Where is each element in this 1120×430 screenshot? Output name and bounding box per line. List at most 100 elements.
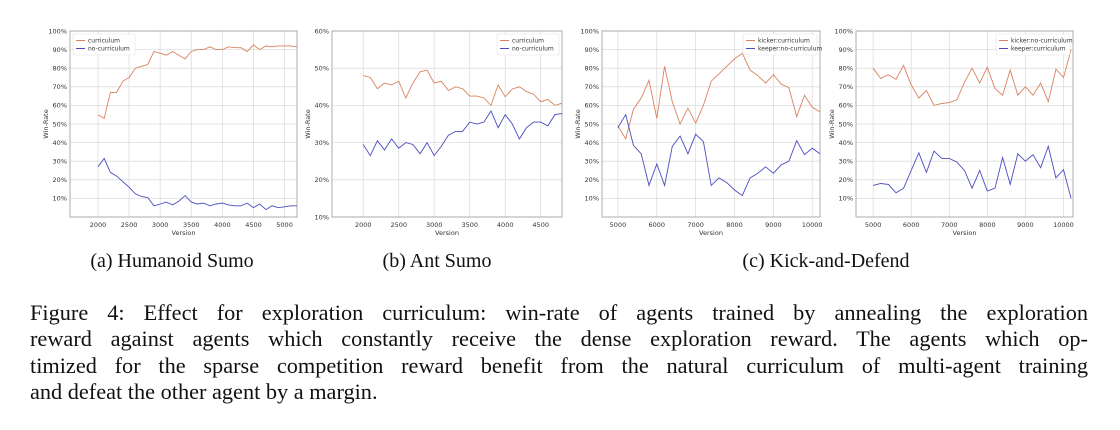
y-tick-label: 80% bbox=[839, 65, 853, 73]
x-tick-label: 2500 bbox=[121, 221, 138, 229]
legend-label: no-curriculum bbox=[512, 46, 554, 53]
series-line-kicker:curriculum bbox=[617, 52, 821, 141]
subcaption-b: (b) Ant Sumo bbox=[382, 250, 492, 272]
y-axis-label: Win-Rate bbox=[828, 109, 836, 138]
x-tick-label: 4000 bbox=[497, 221, 514, 229]
chart-2: 5000 6000 7000 8000 9000 10000 10% 20% 30% 40% 50%… bbox=[574, 27, 823, 237]
y-tick-label: 60% bbox=[315, 27, 329, 35]
subcaption-c: (c) Kick-and-Defend bbox=[742, 250, 910, 272]
y-tick-label: 100% bbox=[834, 27, 853, 35]
x-tick-label: 9000 bbox=[765, 221, 782, 229]
x-axis-label: Version bbox=[953, 229, 977, 237]
y-tick-label: 40% bbox=[585, 139, 599, 147]
y-tick-label: 40% bbox=[53, 139, 67, 147]
x-axis-label: Version bbox=[435, 229, 459, 237]
y-tick-label: 10% bbox=[585, 195, 599, 203]
x-tick-label: 4500 bbox=[532, 221, 549, 229]
figure-caption: Figure 4: Effect for exploration curricu… bbox=[30, 300, 1088, 405]
y-tick-label: 70% bbox=[839, 83, 853, 91]
series-line-keeper:no-curriculum bbox=[617, 113, 821, 197]
y-tick-label: 70% bbox=[53, 83, 67, 91]
x-tick-label: 4000 bbox=[214, 221, 231, 229]
caption-line: reward against agents which constantly r… bbox=[30, 326, 1088, 352]
y-tick-label: 10% bbox=[315, 213, 329, 221]
y-tick-label: 80% bbox=[585, 65, 599, 73]
legend-label: kicker:no-curriculum bbox=[1011, 38, 1073, 45]
series-line-curriculum bbox=[363, 69, 563, 107]
legend-label: curriculum bbox=[88, 38, 120, 45]
plot-frame bbox=[855, 30, 1074, 218]
y-tick-label: 30% bbox=[585, 158, 599, 166]
y-tick-label: 40% bbox=[315, 102, 329, 110]
subcaption-a: (a) Humanoid Sumo bbox=[90, 250, 254, 272]
y-tick-label: 50% bbox=[585, 120, 599, 128]
y-tick-label: 60% bbox=[53, 102, 67, 110]
y-tick-label: 10% bbox=[53, 195, 67, 203]
x-tick-label: 3000 bbox=[426, 221, 443, 229]
caption-line: Figure 4: Effect for exploration curricu… bbox=[30, 300, 1088, 325]
plot-frame bbox=[69, 30, 298, 218]
x-tick-label: 8000 bbox=[726, 221, 743, 229]
legend-label: curriculum bbox=[512, 38, 544, 45]
x-tick-label: 5000 bbox=[610, 221, 627, 229]
y-tick-label: 50% bbox=[839, 120, 853, 128]
y-tick-label: 90% bbox=[53, 46, 67, 54]
y-tick-label: 100% bbox=[48, 27, 67, 35]
x-tick-label: 8000 bbox=[979, 221, 996, 229]
y-tick-label: 80% bbox=[53, 65, 67, 73]
x-tick-label: 5000 bbox=[865, 221, 882, 229]
series-line-no-curriculum bbox=[97, 157, 297, 211]
x-tick-label: 7000 bbox=[687, 221, 704, 229]
legend-label: kicker:curriculum bbox=[758, 38, 810, 45]
y-tick-label: 30% bbox=[839, 158, 853, 166]
series-line-curriculum bbox=[97, 44, 298, 120]
y-axis-label: Win-Rate bbox=[42, 109, 50, 138]
x-tick-label: 2500 bbox=[390, 221, 407, 229]
x-tick-label: 2000 bbox=[90, 221, 107, 229]
x-tick-label: 3500 bbox=[461, 221, 478, 229]
y-tick-label: 50% bbox=[53, 120, 67, 128]
figure-charts: 2000 2500 3000 3500 4000 4500 5000 10% 20% 30% 40%… bbox=[42, 27, 1074, 237]
y-tick-label: 90% bbox=[839, 46, 853, 54]
y-tick-label: 60% bbox=[585, 102, 599, 110]
legend-box bbox=[995, 33, 1071, 56]
chart-3: 5000 6000 7000 8000 9000 10000 10% 20% 30% 40% 50%… bbox=[828, 27, 1074, 237]
series-line-no-curriculum bbox=[362, 110, 563, 157]
x-tick-label: 4500 bbox=[245, 221, 262, 229]
x-tick-label: 2000 bbox=[355, 221, 372, 229]
y-tick-label: 40% bbox=[839, 139, 853, 147]
caption-line: timized for the sparse competition rewar… bbox=[30, 352, 1088, 378]
series-line-kicker:no-curriculum bbox=[872, 49, 1072, 106]
legend-box bbox=[742, 33, 818, 56]
legend-label: keeper:no-curriculum bbox=[758, 46, 822, 53]
legend-box bbox=[72, 33, 136, 56]
y-tick-label: 20% bbox=[315, 176, 329, 184]
legend-label: no-curriculum bbox=[88, 46, 130, 53]
chart-0: 2000 2500 3000 3500 4000 4500 5000 10% 20% 30% 40%… bbox=[42, 27, 298, 237]
plot-frame bbox=[601, 30, 821, 218]
x-tick-label: 5000 bbox=[276, 221, 293, 229]
x-tick-label: 7000 bbox=[941, 221, 958, 229]
y-tick-label: 10% bbox=[839, 195, 853, 203]
x-tick-label: 9000 bbox=[1017, 221, 1034, 229]
y-tick-label: 90% bbox=[585, 46, 599, 54]
chart-1: 2000 2500 3000 3500 4000 4500 10% 20% 30% 40% 50% 6… bbox=[304, 27, 563, 237]
y-tick-label: 50% bbox=[315, 65, 329, 73]
legend-box bbox=[496, 33, 560, 56]
y-tick-label: 30% bbox=[315, 139, 329, 147]
x-tick-label: 6000 bbox=[649, 221, 666, 229]
x-axis-label: Version bbox=[172, 229, 196, 237]
x-tick-label: 6000 bbox=[903, 221, 920, 229]
x-tick-label: 10000 bbox=[802, 221, 823, 229]
y-tick-label: 20% bbox=[839, 176, 853, 184]
plot-frame bbox=[331, 30, 563, 218]
series-line-keeper:curriculum bbox=[872, 144, 1072, 199]
y-tick-label: 20% bbox=[53, 176, 67, 184]
y-tick-label: 70% bbox=[585, 83, 599, 91]
y-tick-label: 60% bbox=[839, 102, 853, 110]
y-tick-label: 100% bbox=[580, 27, 599, 35]
x-axis-label: Version bbox=[699, 229, 723, 237]
x-tick-label: 3500 bbox=[183, 221, 200, 229]
y-tick-label: 20% bbox=[585, 176, 599, 184]
y-axis-label: Win-Rate bbox=[574, 109, 582, 138]
